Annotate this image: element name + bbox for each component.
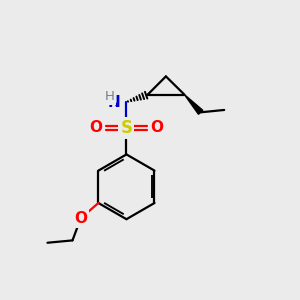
Text: S: S — [120, 119, 132, 137]
Text: O: O — [74, 211, 87, 226]
Polygon shape — [184, 94, 203, 114]
Text: H: H — [104, 90, 114, 103]
Text: N: N — [107, 94, 120, 110]
Text: O: O — [89, 120, 102, 135]
Text: O: O — [151, 120, 164, 135]
